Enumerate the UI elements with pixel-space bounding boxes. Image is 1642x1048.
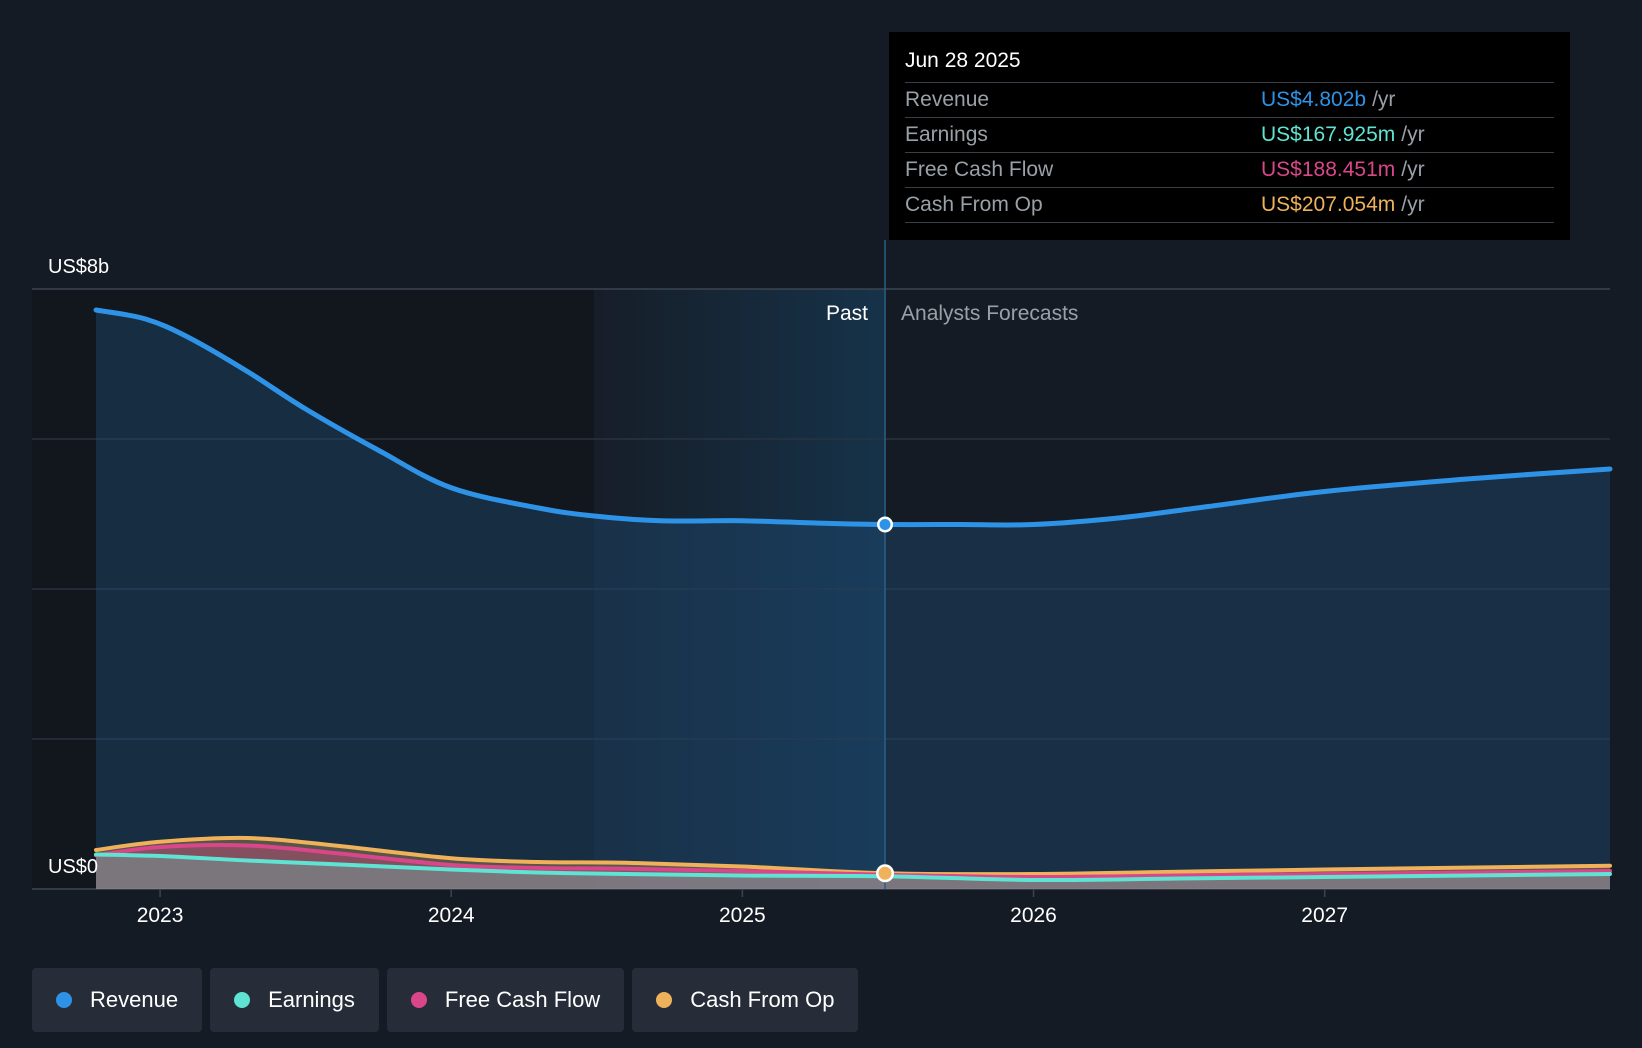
y-axis-label-top: US$8b bbox=[48, 256, 109, 278]
tooltip-unit: /yr bbox=[1401, 158, 1425, 181]
legend-dot-icon bbox=[234, 992, 251, 1008]
tooltip-label: Earnings bbox=[905, 123, 988, 146]
legend-item-free-cash-flow[interactable]: Free Cash Flow bbox=[386, 968, 625, 1032]
x-axis-tick-label: 2025 bbox=[719, 904, 766, 927]
revenue-area bbox=[96, 310, 1610, 889]
tooltip-unit: /yr bbox=[1401, 193, 1425, 216]
tooltip-label: Free Cash Flow bbox=[905, 158, 1054, 181]
tooltip-value: US$167.925m bbox=[1261, 123, 1396, 146]
earnings-line bbox=[94, 852, 1612, 883]
y-axis-label-bottom: US$0 bbox=[48, 856, 98, 878]
legend-dot-icon bbox=[56, 992, 72, 1008]
legend-item-revenue[interactable]: Revenue bbox=[32, 968, 203, 1032]
tooltip-row-cash-from-op: Cash From Op US$207.054m /yr bbox=[905, 188, 1554, 223]
legend-item-earnings[interactable]: Earnings bbox=[210, 968, 379, 1032]
x-axis-tick-label: 2024 bbox=[428, 904, 475, 927]
legend-dot-icon bbox=[656, 992, 673, 1008]
cash-from-op-marker-point bbox=[878, 866, 892, 880]
free-cash-flow-line bbox=[94, 843, 1612, 880]
tooltip-row-free-cash-flow: Free Cash Flow US$188.451m /yr bbox=[905, 153, 1554, 188]
revenue-line bbox=[93, 307, 1613, 528]
tooltip-value: US$207.054m bbox=[1261, 193, 1396, 216]
legend-label: Revenue bbox=[90, 987, 179, 1012]
tooltip-unit: /yr bbox=[1372, 88, 1396, 111]
revenue-marker-point bbox=[879, 519, 891, 530]
x-axis-tick-label: 2023 bbox=[137, 904, 184, 927]
tooltip-label: Revenue bbox=[905, 88, 990, 111]
legend-dot-icon bbox=[410, 992, 427, 1008]
earnings-area bbox=[96, 854, 1610, 889]
forecast-label: Analysts Forecasts bbox=[901, 302, 1078, 325]
legend-label: Cash From Op bbox=[690, 987, 835, 1012]
hover-tooltip: Jun 28 2025 Revenue US$4.802b /yr Earnin… bbox=[889, 32, 1570, 240]
tooltip-row-earnings: Earnings US$167.925m /yr bbox=[905, 118, 1554, 153]
tooltip-unit: /yr bbox=[1401, 123, 1425, 146]
tooltip-row-revenue: Revenue US$4.802b /yr bbox=[905, 83, 1554, 118]
cash-from-op-line bbox=[94, 835, 1612, 877]
x-axis-tick-label: 2027 bbox=[1301, 904, 1348, 927]
legend-label: Free Cash Flow bbox=[444, 987, 601, 1012]
past-label: Past bbox=[826, 302, 868, 325]
legend-label: Earnings bbox=[268, 987, 355, 1012]
legend-item-cash-from-op[interactable]: Cash From Op bbox=[632, 968, 859, 1032]
tooltip-date: Jun 28 2025 bbox=[905, 46, 1554, 83]
tooltip-value: US$188.451m bbox=[1261, 158, 1396, 181]
tooltip-label: Cash From Op bbox=[905, 193, 1043, 216]
chart-legend: Revenue Earnings Free Cash Flow Cash Fro… bbox=[32, 968, 859, 1032]
tooltip-value: US$4.802b bbox=[1261, 88, 1367, 111]
x-axis-tick-label: 2026 bbox=[1010, 904, 1057, 927]
